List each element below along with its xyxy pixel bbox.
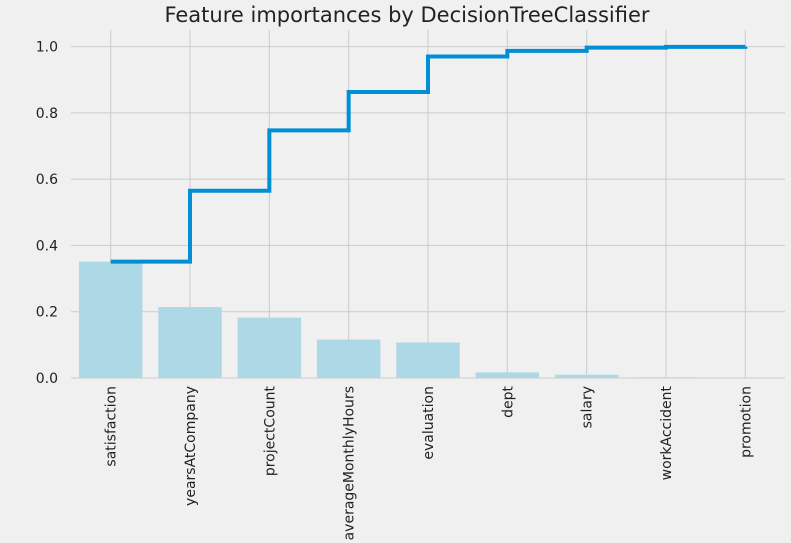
bar-series — [78, 261, 778, 378]
x-tick-label-yearsAtCompany: yearsAtCompany — [183, 386, 199, 506]
bar-averageMonthlyHours — [316, 339, 381, 378]
bar-evaluation — [396, 342, 460, 378]
bar-dept — [475, 372, 540, 378]
x-tick-label-projectCount: projectCount — [262, 385, 278, 476]
bar-workAccident — [634, 377, 698, 378]
chart-title: Feature importances by DecisionTreeClass… — [164, 3, 649, 27]
x-tick-label-averageMonthlyHours: averageMonthlyHours — [342, 386, 358, 540]
x-tick-label-evaluation: evaluation — [421, 386, 437, 460]
bar-projectCount — [237, 317, 302, 378]
cumulative-step-series — [110, 44, 748, 264]
bar-yearsAtCompany — [158, 307, 222, 378]
y-tick-label: 0.6 — [36, 172, 58, 188]
y-tick-label: 1.0 — [36, 40, 58, 56]
y-axis-ticks: 0.0 0.2 0.4 0.6 0.8 1.0 — [36, 40, 58, 387]
y-tick-label: 0.0 — [36, 371, 58, 387]
bar-salary — [554, 374, 619, 378]
x-tick-label-salary: salary — [580, 386, 596, 428]
y-tick-label: 0.2 — [36, 305, 58, 321]
bar-satisfaction — [78, 261, 143, 378]
x-tick-label-dept: dept — [500, 386, 516, 418]
x-tick-label-satisfaction: satisfaction — [104, 386, 120, 467]
cumulative-step-line — [110, 44, 748, 264]
x-axis-ticks: satisfaction yearsAtCompany projectCount av… — [104, 385, 755, 540]
x-tick-label-workAccident: workAccident — [659, 385, 675, 480]
y-tick-label: 0.4 — [36, 238, 58, 254]
x-tick-label-promotion: promotion — [738, 386, 754, 458]
y-tick-label: 0.8 — [36, 106, 58, 122]
